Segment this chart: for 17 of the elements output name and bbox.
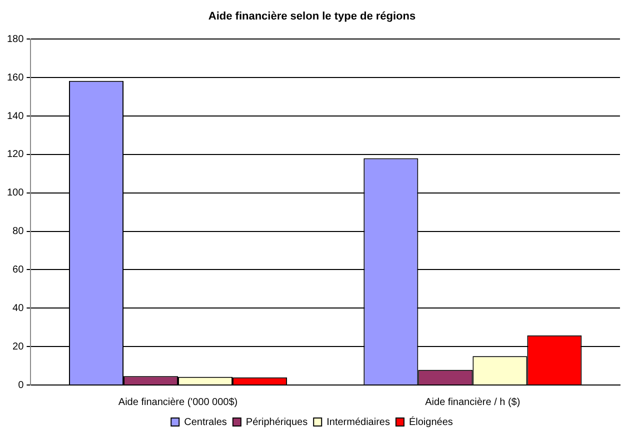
chart-title: Aide financière selon le type de régions <box>208 10 416 23</box>
y-tick-label: 60 <box>12 264 24 276</box>
y-tick-label: 100 <box>6 188 24 199</box>
legend-label: Périphériques <box>246 416 308 428</box>
legend-label: Éloignées <box>408 416 453 428</box>
x-tick-label: Aide financière ('000 000$) <box>118 396 238 408</box>
y-tick-label: 40 <box>12 302 24 314</box>
y-tick-label: 160 <box>6 72 24 84</box>
y-tick-label: 120 <box>6 149 24 160</box>
y-tick-label: 80 <box>12 226 24 238</box>
legend-label: Centrales <box>184 416 227 428</box>
legend-label: Intermédiaires <box>326 416 390 428</box>
y-tick-label: 140 <box>6 110 24 122</box>
x-tick-label: Aide financière / h ($) <box>425 396 520 408</box>
y-tick-label: 0 <box>18 380 24 391</box>
y-tick-label: 20 <box>12 341 24 352</box>
y-tick-label: 180 <box>6 34 24 45</box>
